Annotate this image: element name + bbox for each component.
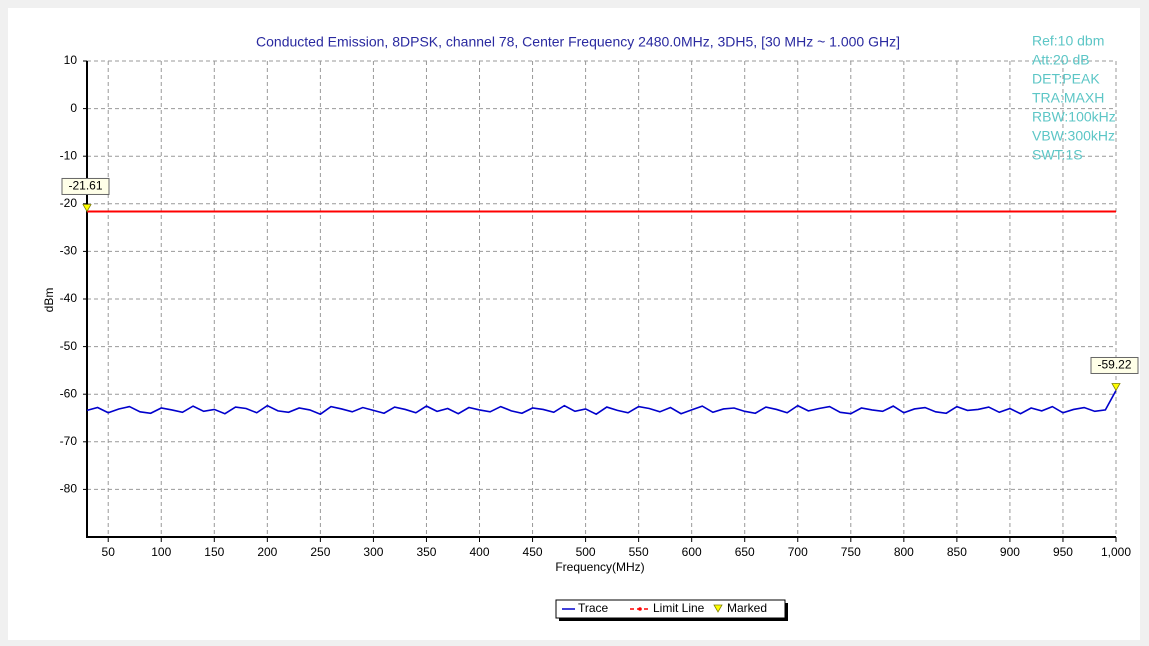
legend-box [555,599,786,619]
x-tick-label: 850 [947,545,967,559]
legend-label: Marked [727,601,767,615]
legend-swatch [713,604,723,613]
marker-label: -21.61 [68,179,102,193]
y-axis-label: dBm [42,288,56,313]
setting-text: RBW:100kHz [1032,109,1116,125]
legend: Trace Limit Line Marked [555,599,788,621]
x-tick-label: 150 [204,545,224,559]
x-axis-label: Frequency(MHz) [555,560,644,574]
marker-label: -59.22 [1097,358,1131,372]
marker-label-box [61,177,110,195]
x-tick-label: 400 [469,545,489,559]
x-tick-label: 250 [310,545,330,559]
x-tick-label: 600 [682,545,702,559]
chart-panel [8,8,1140,640]
y-tick-label: -50 [60,339,78,353]
x-tick-label: 100 [151,545,171,559]
legend-label: Limit Line [653,601,705,615]
x-tick-label: 900 [1000,545,1020,559]
marker-label-box [1090,356,1139,374]
setting-text: VBW:300kHz [1032,128,1115,144]
x-tick-label: 300 [363,545,383,559]
x-tick-label: 650 [735,545,755,559]
x-tick-label: 350 [416,545,436,559]
y-tick-label: -60 [60,386,78,400]
x-tick-label: 1,000 [1101,545,1131,559]
x-tick-label: 700 [788,545,808,559]
y-tick-label: -80 [60,482,78,496]
x-tick-label: 550 [629,545,649,559]
x-tick-label: 50 [102,545,116,559]
chart-title: Conducted Emission, 8DPSK, channel 78, C… [256,34,900,50]
x-tick-label: 450 [523,545,543,559]
x-tick-label: 800 [894,545,914,559]
x-tick-label: 750 [841,545,861,559]
legend-swatch [638,607,642,611]
x-tick-label: 200 [257,545,277,559]
setting-text: SWT:1S [1032,147,1083,163]
y-tick-label: 10 [64,53,78,67]
x-tick-label: 950 [1053,545,1073,559]
x-tick-label: 500 [576,545,596,559]
setting-text: Ref:10 dbm [1032,33,1104,49]
setting-text: TRA:MAXH [1032,90,1104,106]
setting-text: Att:20 dB [1032,52,1090,68]
y-tick-label: 0 [70,101,77,115]
marker [82,204,92,213]
y-tick-label: -20 [60,196,78,210]
marker [1111,383,1121,392]
y-tick-label: -10 [60,148,78,162]
legend-label: Trace [578,601,609,615]
y-tick-label: -70 [60,434,78,448]
y-tick-label: -30 [60,244,78,258]
trace-line [86,390,1117,416]
y-tick-label: -40 [60,291,78,305]
setting-text: DET:PEAK [1032,71,1100,87]
